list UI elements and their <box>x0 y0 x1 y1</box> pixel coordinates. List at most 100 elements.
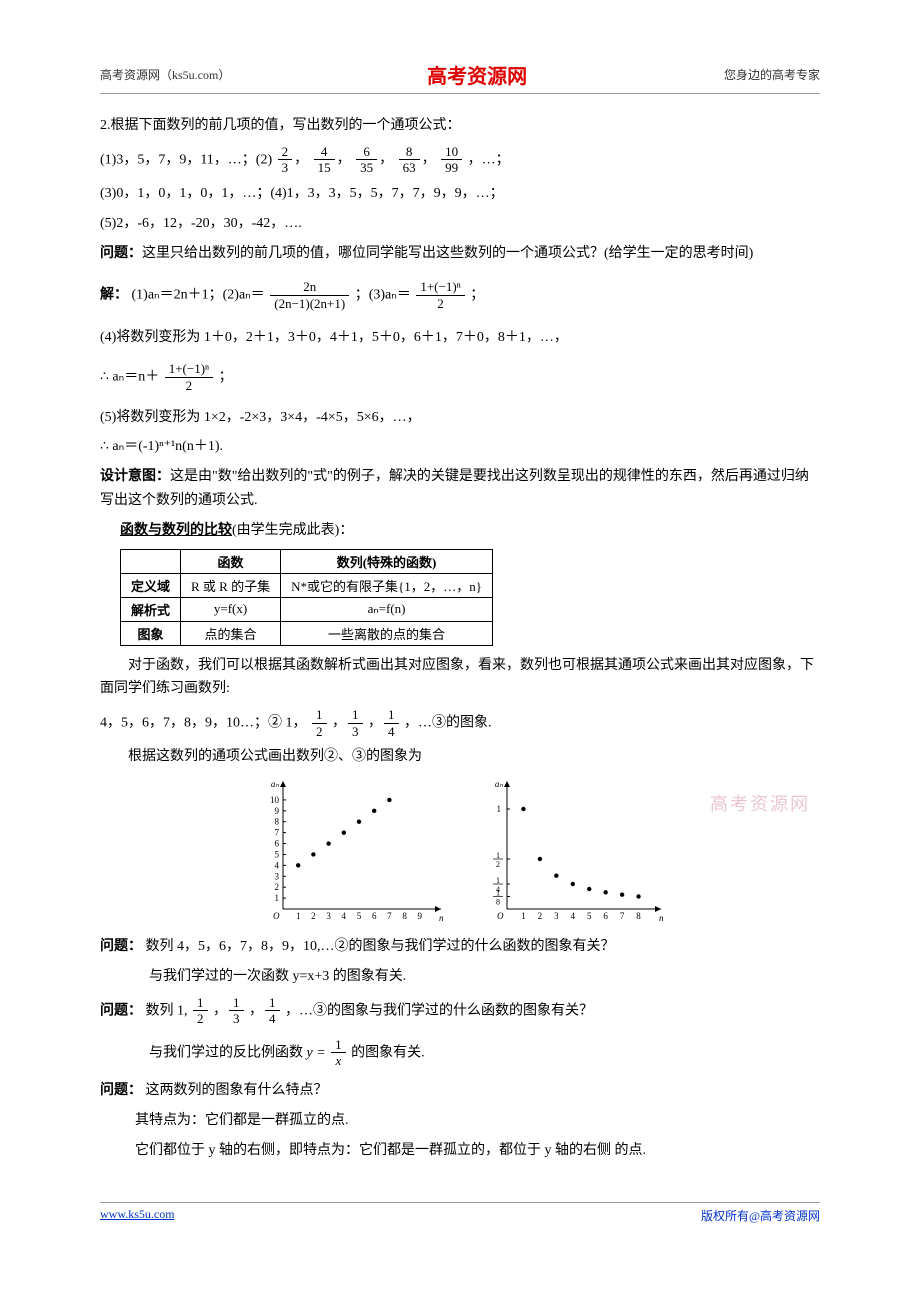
row-graph-seq: 一些离散的点的集合 <box>281 621 493 645</box>
question-2: 问题： 数列 4，5，6，7，8，9，10,…②的图象与我们学过的什么函数的图象… <box>100 935 820 959</box>
question-4: 问题： 这两数列的图象有什么特点？ <box>100 1079 820 1103</box>
page-header: 高考资源网（ks5u.com） 高考资源网 您身边的高考专家 <box>100 60 820 94</box>
svg-text:n: n <box>659 913 664 923</box>
fraction: 13 <box>348 707 363 739</box>
svg-text:8: 8 <box>275 817 280 827</box>
fraction: 14 <box>384 707 399 739</box>
svg-text:2: 2 <box>275 882 280 892</box>
ans4b-fraction: 1+(−1)ⁿ2 <box>165 361 213 393</box>
ans4b-prefix: ∴ aₙ＝n＋ <box>100 370 159 385</box>
seq12-suffix: ，…； <box>468 152 510 167</box>
q2-answer: 与我们学过的一次函数 y=x+3 的图象有关. <box>100 965 820 989</box>
svg-text:n: n <box>439 913 444 923</box>
q2-text: 数列 4，5，6，7，8，9，10,…②的图象与我们学过的什么函数的图象有关？ <box>146 939 615 954</box>
problem-intro: 2.根据下面数列的前几项的值，写出数列的一个通项公式： <box>100 114 820 138</box>
svg-text:6: 6 <box>603 911 608 921</box>
svg-text:1: 1 <box>296 911 301 921</box>
table-row: 解析式 y=f(x) aₙ=f(n) <box>121 597 493 621</box>
ex-prefix: 4，5，6，7，8，9，10…；② 1， <box>100 715 307 730</box>
q4-text: 这两数列的图象有什么特点？ <box>146 1083 328 1098</box>
ans3-suffix: ； <box>470 288 484 303</box>
q3-ans-fraction: 1x <box>331 1037 346 1069</box>
row-graph-label: 图象 <box>121 621 181 645</box>
svg-text:8: 8 <box>496 898 500 907</box>
svg-text:1: 1 <box>497 804 502 814</box>
q3-ans-suffix: 的图象有关. <box>351 1045 425 1060</box>
svg-text:3: 3 <box>326 911 331 921</box>
ans1-text: (1)aₙ＝2n＋1；(2)aₙ＝ <box>132 288 265 303</box>
design-intent: 设计意图：这是由"数"给出数列的"式"的例子，解决的关键是要找出这列数呈现出的规… <box>100 465 820 513</box>
svg-text:5: 5 <box>275 850 280 860</box>
svg-text:4: 4 <box>342 911 347 921</box>
q3-ans-prefix: 与我们学过的反比例函数 <box>149 1045 307 1060</box>
th-function: 函数 <box>181 549 281 573</box>
fraction: 14 <box>265 995 280 1027</box>
question-label: 问题： <box>100 246 142 261</box>
svg-text:O: O <box>273 911 280 921</box>
svg-text:9: 9 <box>275 806 280 816</box>
table-row: 图象 点的集合 一些离散的点的集合 <box>121 621 493 645</box>
q4-answer-2: 它们都位于 y 轴的右侧，即特点为：它们都是一群孤立的，都位于 y 轴的右侧 的… <box>100 1139 820 1163</box>
fraction: 12 <box>193 995 208 1027</box>
table-title-suffix: (由学生完成此表)： <box>232 523 353 538</box>
sequence-5: (5)2，-6，12，-20，30，-42，…. <box>100 212 820 236</box>
svg-text:6: 6 <box>372 911 377 921</box>
ex-fracs: 12 ，13 ，14 <box>310 715 401 730</box>
row-domain-func: R 或 R 的子集 <box>181 573 281 597</box>
chart-3: Onaₙ123456781121418 <box>475 777 665 927</box>
svg-text:10: 10 <box>270 795 280 805</box>
chart-2: Onaₙ12345678912345678910 <box>255 777 445 927</box>
watermark: 高考资源网 <box>710 790 810 816</box>
header-right: 您身边的高考专家 <box>724 66 820 83</box>
svg-text:aₙ: aₙ <box>271 779 280 789</box>
row-expr-seq: aₙ=f(n) <box>281 597 493 621</box>
q3-label: 问题： <box>100 1003 142 1018</box>
sequence-3-4: (3)0，1，0，1，0，1，…；(4)1，3，3，5，5，7，7，9，9，…； <box>100 182 820 206</box>
row-domain-seq: N*或它的有限子集{1，2，…，n} <box>281 573 493 597</box>
question-3: 问题： 数列 1, 12 ，13 ，14 ，…③的图象与我们学过的什么函数的图象… <box>100 995 820 1027</box>
row-expr-label: 解析式 <box>121 597 181 621</box>
q2-label: 问题： <box>100 939 142 954</box>
table-header-row: 函数 数列(特殊的函数) <box>121 549 493 573</box>
ans3-fraction: 1+(−1)ⁿ2 <box>416 279 464 311</box>
svg-text:4: 4 <box>571 911 576 921</box>
fraction: 635 <box>356 144 377 176</box>
svg-text:8: 8 <box>636 911 641 921</box>
answers-1-3: 解： (1)aₙ＝2n＋1；(2)aₙ＝ 2n(2n−1)(2n+1) ；(3)… <box>100 279 820 311</box>
q4-answer-1: 其特点为：它们都是一群孤立的点. <box>100 1109 820 1133</box>
svg-text:7: 7 <box>387 911 392 921</box>
svg-text:3: 3 <box>554 911 559 921</box>
svg-text:2: 2 <box>496 860 500 869</box>
footer-left-link[interactable]: www.ks5u.com <box>100 1207 175 1224</box>
fraction: 13 <box>229 995 244 1027</box>
para-after-table: 对于函数，我们可以根据其函数解析式画出其对应图象，看来，数列也可根据其通项公式来… <box>100 654 820 702</box>
fraction: 863 <box>399 144 420 176</box>
svg-text:1: 1 <box>521 911 526 921</box>
ans2-mid: ；(3)aₙ＝ <box>355 288 411 303</box>
table-title-line: 函数与数列的比较(由学生完成此表)： <box>120 519 820 543</box>
ans4b-suffix: ； <box>219 370 233 385</box>
svg-text:4: 4 <box>275 860 280 870</box>
ex-suffix: ，…③的图象. <box>404 715 492 730</box>
para-draw: 根据这数列的通项公式画出数列②、③的图象为 <box>100 745 820 769</box>
svg-text:2: 2 <box>538 911 543 921</box>
svg-text:O: O <box>497 911 504 921</box>
row-domain-label: 定义域 <box>121 573 181 597</box>
footer-right: 版权所有@高考资源网 <box>701 1207 820 1224</box>
svg-text:6: 6 <box>275 839 280 849</box>
comparison-table: 函数 数列(特殊的函数) 定义域 R 或 R 的子集 N*或它的有限子集{1，2… <box>120 549 493 646</box>
q3-answer: 与我们学过的反比例函数 y = 1x 的图象有关. <box>100 1037 820 1069</box>
svg-text:8: 8 <box>402 911 407 921</box>
row-graph-func: 点的集合 <box>181 621 281 645</box>
svg-text:7: 7 <box>620 911 625 921</box>
table-title: 函数与数列的比较 <box>120 523 232 538</box>
q3-suffix: ，…③的图象与我们学过的什么函数的图象有关？ <box>285 1003 593 1018</box>
seq2-fracs: 23， 415， 635， 863， 1099 <box>276 152 465 167</box>
svg-text:3: 3 <box>275 871 280 881</box>
q4-label: 问题： <box>100 1083 142 1098</box>
answer-5b: ∴ aₙ＝(-1)ⁿ⁺¹n(n＋1). <box>100 435 820 459</box>
intent-text: 这是由"数"给出数列的"式"的例子，解决的关键是要找出这列数呈现出的规律性的东西… <box>100 469 809 508</box>
page-footer: www.ks5u.com 版权所有@高考资源网 <box>100 1202 820 1224</box>
q3-fracs: 12 ，13 ，14 <box>191 1003 282 1018</box>
seq12-prefix: (1)3，5，7，9，11，…；(2) <box>100 152 272 167</box>
